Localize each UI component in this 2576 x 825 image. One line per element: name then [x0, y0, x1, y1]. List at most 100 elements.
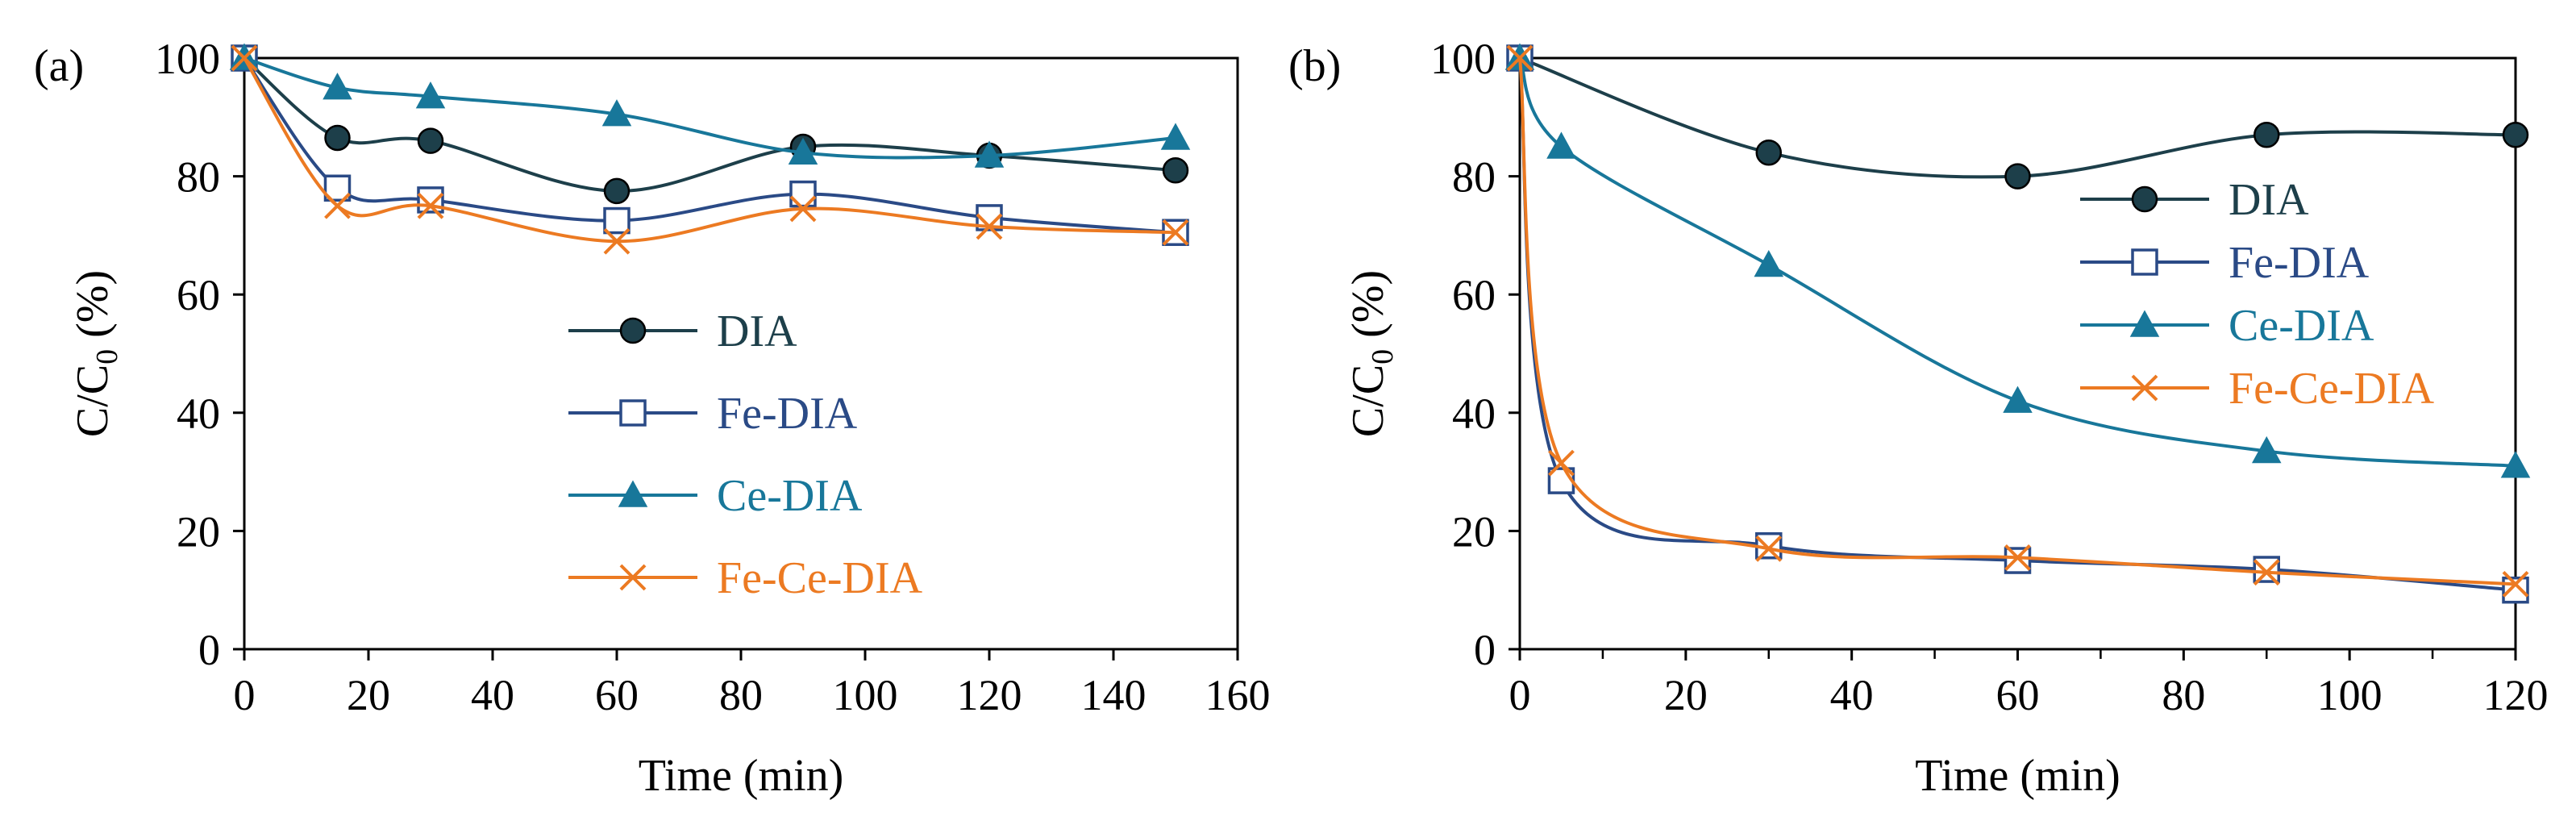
y-axis-title-tail: (%) — [68, 270, 118, 349]
data-point — [2253, 556, 2280, 583]
x-tick-label: 60 — [1996, 671, 2040, 719]
legend-marker — [619, 399, 647, 427]
y-axis-title-main: C/C — [68, 365, 118, 437]
data-point — [2251, 435, 2282, 464]
x-tick-label: 100 — [2317, 671, 2382, 719]
y-tick-label: 80 — [177, 153, 220, 202]
x-tick-label: 140 — [1081, 671, 1147, 719]
data-point — [1755, 140, 1782, 166]
y-axis-title-main: C/C — [1343, 365, 1393, 437]
y-tick-label: 40 — [1452, 390, 1496, 438]
data-point — [1755, 535, 1783, 562]
data-point — [976, 213, 1003, 240]
data-point — [2500, 451, 2531, 478]
series-dia — [231, 44, 1189, 205]
y-axis-title-subscript: 0 — [90, 349, 124, 365]
x-tick-label: 80 — [719, 671, 763, 719]
legend-label: Fe-Ce-DIA — [2229, 364, 2435, 414]
data-point — [2253, 122, 2280, 148]
series-fe-ce-dia — [231, 44, 1189, 255]
legend-label: DIA — [2229, 175, 2309, 225]
x-tick-label: 160 — [1205, 671, 1271, 719]
legend-marker — [2131, 374, 2158, 402]
series-fe-ce-dia — [1506, 44, 2529, 598]
series-line — [243, 56, 1176, 235]
legend-marker — [619, 317, 647, 344]
data-point — [788, 137, 818, 165]
legend-marker — [2131, 185, 2158, 213]
y-axis-title: C/C0 (%) — [68, 270, 124, 437]
data-point — [2004, 547, 2032, 574]
legend-label: Fe-DIA — [2229, 238, 2370, 288]
data-point — [1548, 449, 1575, 477]
y-tick-label: 80 — [1452, 153, 1496, 202]
series-line — [1519, 56, 2516, 179]
data-point — [1754, 249, 1784, 277]
series-line — [243, 56, 1176, 244]
x-tick-label: 100 — [833, 671, 898, 719]
series-line — [1518, 57, 2516, 592]
data-point — [324, 124, 351, 152]
panel-label: (a) — [34, 41, 84, 91]
y-axis-title-subscript: 0 — [1366, 349, 1400, 365]
data-point — [603, 177, 630, 205]
panel-a: 0 20 40 60 80 100 120 140 160 0 20 40 60 80 100 Time (m… — [34, 35, 1271, 801]
data-point — [2003, 385, 2033, 413]
legend-label: Ce-DIA — [717, 471, 863, 521]
legend-entry: Fe-Ce-DIA — [568, 553, 923, 603]
legend-marker — [2131, 248, 2158, 276]
y-tick-label: 0 — [1474, 626, 1496, 674]
legend-entry: Fe-Ce-DIA — [2080, 364, 2435, 414]
legend-entry: Fe-DIA — [568, 389, 858, 439]
series-line — [243, 56, 1176, 193]
y-tick-label: 20 — [177, 507, 220, 556]
x-tick-label: 20 — [347, 671, 390, 719]
legend-label: Ce-DIA — [2229, 301, 2374, 351]
legend-entry: Ce-DIA — [568, 471, 863, 521]
data-point — [324, 192, 351, 219]
series-line — [243, 56, 1176, 160]
panel-b: 0 20 40 60 80 100 120 0 20 40 60 80 100 Time (min) C/C… — [1288, 35, 2549, 801]
legend-label: Fe-DIA — [717, 389, 858, 439]
data-point — [2253, 559, 2280, 586]
y-tick-label: 0 — [198, 626, 220, 674]
y-tick-label: 60 — [1452, 271, 1496, 319]
x-tick-label: 120 — [2483, 671, 2549, 719]
legend-entry: DIA — [568, 306, 797, 356]
data-point — [1162, 219, 1189, 246]
legend-entry: DIA — [2080, 175, 2309, 225]
x-tick-label: 120 — [957, 671, 1022, 719]
data-point — [2004, 163, 2031, 190]
data-point — [231, 44, 258, 72]
y-tick-label: 100 — [155, 35, 220, 83]
series-fe-dia — [1506, 44, 2529, 604]
data-point — [789, 195, 817, 223]
legend-marker — [2129, 310, 2160, 337]
data-point — [323, 73, 352, 100]
x-tick-label: 0 — [1509, 671, 1531, 719]
y-tick-label: 40 — [177, 390, 220, 438]
data-point — [415, 81, 446, 109]
legend-marker — [619, 564, 647, 591]
y-tick-label: 20 — [1452, 507, 1496, 556]
data-point — [603, 227, 630, 255]
data-point — [601, 99, 632, 127]
data-point — [2004, 544, 2031, 571]
data-point — [1160, 123, 1191, 150]
data-point — [1506, 44, 1534, 72]
data-point — [1162, 157, 1189, 184]
x-tick-label: 0 — [234, 671, 256, 719]
y-axis-title: C/C0 (%) — [1343, 270, 1400, 437]
y-tick-label: 60 — [177, 271, 220, 319]
x-tick-label: 20 — [1664, 671, 1708, 719]
x-axis-title: Time (min) — [639, 751, 844, 801]
data-point — [1546, 131, 1576, 159]
legend-entry: Fe-DIA — [2080, 238, 2370, 288]
data-point — [2502, 576, 2529, 604]
data-point — [2502, 122, 2529, 148]
legend-label: DIA — [717, 306, 797, 356]
panel-label: (b) — [1288, 41, 1341, 91]
series-ce-dia — [229, 43, 1191, 168]
data-point — [603, 206, 630, 235]
